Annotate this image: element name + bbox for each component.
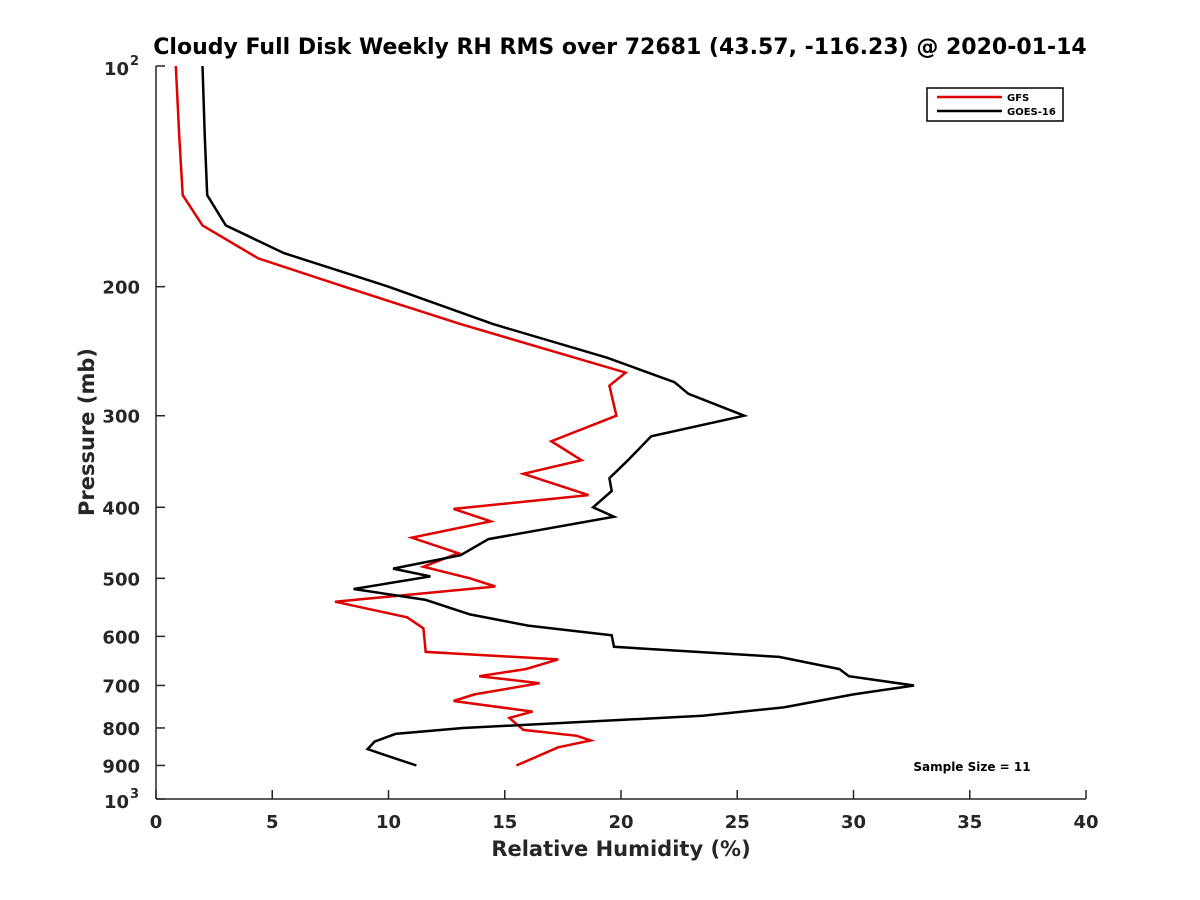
y-tick-label: 300 — [102, 407, 140, 428]
y-tick-label: 900 — [102, 756, 140, 777]
legend-label-goes16: GOES-16 — [1007, 107, 1056, 118]
series-line-goes-16 — [201, 65, 915, 767]
x-tick-label: 20 — [608, 812, 633, 833]
y-tick-label: 500 — [102, 569, 140, 590]
legend-label-gfs: GFS — [1007, 93, 1029, 104]
chart-title: Cloudy Full Disk Weekly RH RMS over 7268… — [153, 35, 1086, 60]
x-tick-label: 25 — [725, 812, 750, 833]
x-tick-label: 10 — [376, 812, 401, 833]
series-layer — [174, 65, 915, 767]
y-tick-label: 400 — [102, 498, 140, 519]
plot-area — [156, 66, 1086, 799]
x-ticks: 0 5 10 15 20 25 30 35 40 — [150, 790, 1099, 833]
y-tick-label: 700 — [102, 676, 140, 697]
legend: GFS GOES-16 — [926, 87, 1064, 122]
y-tick-label: 600 — [102, 627, 140, 648]
y-tick-label: 10 — [104, 792, 129, 813]
x-tick-label: 40 — [1073, 812, 1098, 833]
legend-box — [926, 87, 1064, 122]
x-tick-label: 30 — [841, 812, 866, 833]
x-tick-label: 35 — [957, 812, 982, 833]
x-tick-label: 0 — [150, 812, 163, 833]
x-tick-label: 5 — [266, 812, 279, 833]
y-axis-label: Pressure (mb) — [75, 348, 99, 516]
y-tick-exponent: 2 — [130, 54, 139, 69]
x-tick-label: 15 — [492, 812, 517, 833]
y-tick-exponent: 3 — [130, 787, 139, 802]
series-line-gfs — [174, 65, 629, 767]
y-tick-label: 10 — [104, 59, 129, 80]
y-tick-label: 200 — [102, 278, 140, 299]
y-tick-label: 800 — [102, 719, 140, 740]
x-axis-label: Relative Humidity (%) — [491, 837, 750, 861]
sample-size-annotation: Sample Size = 11 — [913, 760, 1030, 774]
